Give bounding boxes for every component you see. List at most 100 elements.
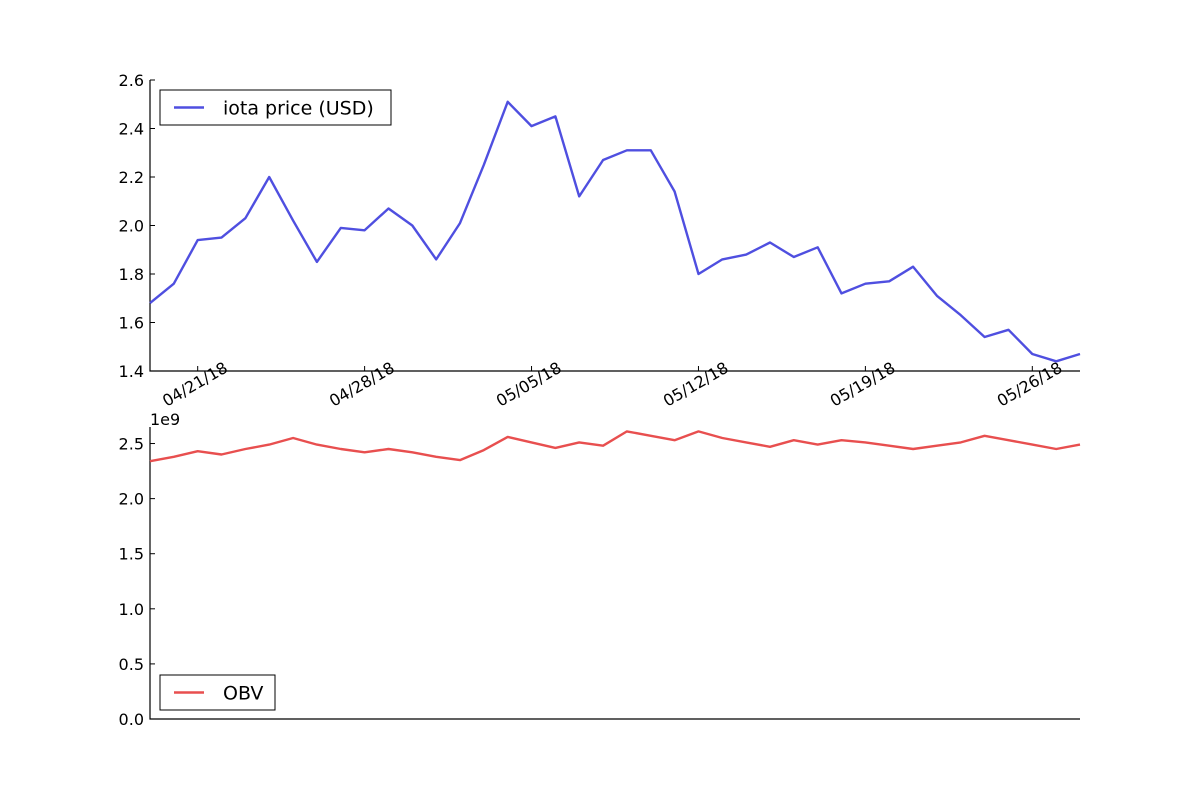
panel-1-data-point xyxy=(1031,353,1033,355)
panel-2-data-point xyxy=(435,456,437,458)
panel-2-data-point xyxy=(1031,443,1033,445)
panel-1-x-tick-label: 04/28/18 xyxy=(326,358,398,410)
panel-1-data-point xyxy=(745,253,747,255)
panel-1-data-point xyxy=(483,164,485,166)
panel-1-data-point xyxy=(1007,329,1009,331)
panel-2-y-tick-label: 2.5 xyxy=(119,435,144,454)
panel-2-data-point xyxy=(197,450,199,452)
panel-2-data-point xyxy=(411,451,413,453)
panel-1-y-tick-label: 2.0 xyxy=(119,217,144,236)
panel-1-data-point xyxy=(316,261,318,263)
panel-1-data-point xyxy=(578,195,580,197)
panel-1-data-point xyxy=(960,314,962,316)
panel-1-data-point xyxy=(292,219,294,221)
panel-1-x-tick-label: 05/26/18 xyxy=(994,358,1066,410)
panel-1-data-point xyxy=(817,246,819,248)
panel-1-data-point xyxy=(173,283,175,285)
panel-2-data-point xyxy=(626,430,628,432)
panel-1-y-tick-label: 1.8 xyxy=(119,265,144,284)
panel-2-data-point xyxy=(673,439,675,441)
panel-1-data-point xyxy=(244,217,246,219)
panel-2-y-tick-label: 1.5 xyxy=(119,545,144,564)
panel-1-data-point xyxy=(554,115,556,117)
panel-1-data-point xyxy=(197,239,199,241)
panel-1-data-point xyxy=(149,302,151,304)
panel-1-data-point xyxy=(459,222,461,224)
panel-1-x-tick-label: 05/19/18 xyxy=(827,358,899,410)
panel-1-data-point xyxy=(363,229,365,231)
panel-2-y-offset-label: 1e9 xyxy=(150,410,180,429)
panel-2-data-point xyxy=(817,443,819,445)
panel-1-y-tick-label: 1.6 xyxy=(119,314,144,333)
panel-2-data-point xyxy=(387,448,389,450)
panel-1-x-tick-label: 05/05/18 xyxy=(493,358,565,410)
panel-2-data-point xyxy=(745,441,747,443)
panel-1-y-tick-label: 2.2 xyxy=(119,168,144,187)
panel-2-data-point xyxy=(697,430,699,432)
panel-2-data-point xyxy=(769,446,771,448)
panel-1-data-point xyxy=(387,207,389,209)
panel-1-y-tick-label: 2.6 xyxy=(119,71,144,90)
panel-2-data-point xyxy=(268,443,270,445)
panel-1-data-point xyxy=(411,224,413,226)
panel-2-data-point xyxy=(459,459,461,461)
panel-2-data-point xyxy=(912,448,914,450)
panel-2-data-point xyxy=(578,441,580,443)
panel-2-data-point xyxy=(888,445,890,447)
panel-2-data-point xyxy=(793,439,795,441)
panel-1-series-line xyxy=(149,100,1081,363)
panel-2-data-point xyxy=(149,460,151,462)
panel-1-data-point xyxy=(936,295,938,297)
panel-2-data-point xyxy=(530,441,532,443)
panel-1-data-point xyxy=(793,256,795,258)
panel-1-data-point xyxy=(435,258,437,260)
panel-1-data-point xyxy=(602,159,604,161)
panel-1-data-point xyxy=(650,149,652,151)
panel-1-data-point xyxy=(340,227,342,229)
panel-1-data-point xyxy=(1079,353,1081,355)
panel-1-data-point xyxy=(864,283,866,285)
panel-1-data-point xyxy=(220,236,222,238)
panel-2-y-tick-label: 2.0 xyxy=(119,490,144,509)
panel-1-data-point xyxy=(530,125,532,127)
panel-2-data-point xyxy=(507,436,509,438)
panel-2-data-point xyxy=(602,445,604,447)
panel-1-data-point xyxy=(507,101,509,103)
panel-2-legend-label: OBV xyxy=(223,683,263,705)
panel-1-data-point xyxy=(626,149,628,151)
panel-2-data-point xyxy=(936,445,938,447)
panel-2-series-line xyxy=(149,430,1081,463)
panel-2-y-tick-label: 0.5 xyxy=(119,655,144,674)
panel-2-axes xyxy=(149,427,1080,720)
panel-1-data-point xyxy=(697,273,699,275)
panel-1-legend-label: iota price (USD) xyxy=(223,98,374,120)
panel-2-data-point xyxy=(220,453,222,455)
panel-2-data-point xyxy=(554,447,556,449)
panel-1-data-point xyxy=(268,176,270,178)
panel-2-data-point xyxy=(483,449,485,451)
panel-2-data-point xyxy=(721,437,723,439)
panel-2-data-point xyxy=(292,437,294,439)
panel-2-data-point xyxy=(960,441,962,443)
panel-1-data-point xyxy=(769,241,771,243)
panel-2-data-point xyxy=(840,439,842,441)
panel-1-data-point xyxy=(912,266,914,268)
panel-1-data-point xyxy=(840,292,842,294)
panel-1-y-tick-label: 1.4 xyxy=(119,362,144,381)
panel-2-data-point xyxy=(650,435,652,437)
panel-2-data-point xyxy=(316,443,318,445)
panel-2-data-point xyxy=(173,456,175,458)
panel-2-data-point xyxy=(1079,443,1081,445)
panel-1-x-tick-label: 04/21/18 xyxy=(159,358,231,410)
panel-1-y-tick-label: 2.4 xyxy=(119,120,144,139)
panel-1-data-point xyxy=(721,258,723,260)
panel-2-data-point xyxy=(864,441,866,443)
panel-2-data-point xyxy=(983,435,985,437)
panel-1-data-point xyxy=(888,280,890,282)
panel-1-x-tick-label: 05/12/18 xyxy=(660,358,732,410)
panel-2-y-tick-label: 0.0 xyxy=(119,710,144,729)
panel-1-data-point xyxy=(1055,360,1057,362)
panel-2-data-point xyxy=(1007,439,1009,441)
panel-2-data-point xyxy=(244,448,246,450)
